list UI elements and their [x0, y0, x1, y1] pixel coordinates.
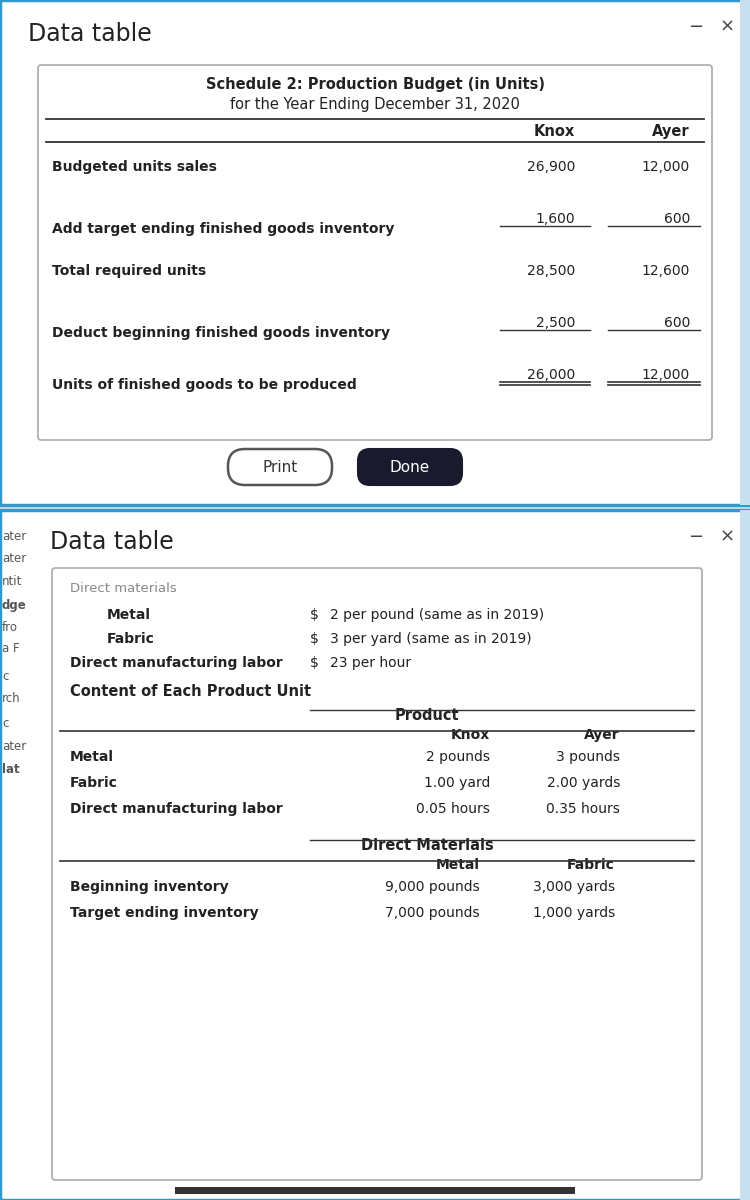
Text: ×: ×: [719, 18, 734, 36]
Text: Direct manufacturing labor: Direct manufacturing labor: [70, 802, 283, 816]
Text: 1,600: 1,600: [536, 212, 575, 226]
Text: Metal: Metal: [70, 750, 114, 764]
Text: Content of Each Product Unit: Content of Each Product Unit: [70, 684, 311, 698]
Text: 1,000 yards: 1,000 yards: [532, 906, 615, 920]
Text: Done: Done: [390, 460, 430, 474]
Text: fro: fro: [2, 622, 18, 634]
Text: 2.00 yards: 2.00 yards: [547, 776, 620, 790]
Text: Ayer: Ayer: [584, 728, 620, 742]
Text: Units of finished goods to be produced: Units of finished goods to be produced: [52, 378, 357, 392]
Text: 0.05 hours: 0.05 hours: [416, 802, 490, 816]
Text: 3,000 yards: 3,000 yards: [532, 880, 615, 894]
Text: Deduct beginning finished goods inventory: Deduct beginning finished goods inventor…: [52, 326, 390, 340]
Bar: [0, 510, 750, 1200]
Bar: [175, 1187, 575, 1194]
Text: rch: rch: [2, 692, 21, 704]
Bar: [0, 0, 750, 505]
Text: Direct manufacturing labor: Direct manufacturing labor: [70, 656, 283, 670]
Text: Data table: Data table: [28, 22, 152, 46]
FancyBboxPatch shape: [52, 568, 702, 1180]
Text: 3 pounds: 3 pounds: [556, 750, 620, 764]
Text: 26,900: 26,900: [526, 160, 575, 174]
Text: 26,000: 26,000: [526, 368, 575, 382]
Text: ×: ×: [719, 528, 734, 546]
Text: Data table: Data table: [50, 530, 174, 554]
Text: Fabric: Fabric: [567, 858, 615, 872]
Text: 600: 600: [664, 316, 690, 330]
Text: Target ending inventory: Target ending inventory: [70, 906, 259, 920]
Text: Print: Print: [262, 460, 298, 474]
Text: $: $: [310, 632, 319, 646]
Text: ntit: ntit: [2, 575, 22, 588]
FancyBboxPatch shape: [38, 65, 712, 440]
Text: 1.00 yard: 1.00 yard: [424, 776, 490, 790]
Text: 12,600: 12,600: [641, 264, 690, 278]
Text: 28,500: 28,500: [526, 264, 575, 278]
Text: Knox: Knox: [451, 728, 490, 742]
Text: Direct Materials: Direct Materials: [361, 838, 494, 853]
Text: Fabric: Fabric: [107, 632, 154, 646]
Text: 23 per hour: 23 per hour: [330, 656, 411, 670]
Text: Add target ending finished goods inventory: Add target ending finished goods invento…: [52, 222, 394, 236]
Text: 600: 600: [664, 212, 690, 226]
Bar: [740, 510, 750, 1200]
Text: Metal: Metal: [107, 608, 151, 622]
Text: Knox: Knox: [534, 124, 575, 139]
Text: ater: ater: [2, 552, 26, 565]
Text: Budgeted units sales: Budgeted units sales: [52, 160, 217, 174]
Text: 12,000: 12,000: [642, 368, 690, 382]
Text: 0.35 hours: 0.35 hours: [546, 802, 620, 816]
Text: a F: a F: [2, 642, 20, 655]
Text: c: c: [2, 670, 8, 683]
Text: ater: ater: [2, 740, 26, 754]
Text: for the Year Ending December 31, 2020: for the Year Ending December 31, 2020: [230, 97, 520, 112]
Text: 9,000 pounds: 9,000 pounds: [386, 880, 480, 894]
Text: 2 per pound (same as in 2019): 2 per pound (same as in 2019): [330, 608, 544, 622]
Text: 3 per yard (same as in 2019): 3 per yard (same as in 2019): [330, 632, 532, 646]
Text: $: $: [310, 608, 319, 622]
Text: 2,500: 2,500: [536, 316, 575, 330]
Text: $: $: [310, 656, 319, 670]
Text: Direct materials: Direct materials: [70, 582, 177, 595]
Bar: [740, 0, 750, 505]
Text: lat: lat: [2, 763, 20, 776]
Text: c: c: [2, 716, 8, 730]
Text: Beginning inventory: Beginning inventory: [70, 880, 229, 894]
Text: 7,000 pounds: 7,000 pounds: [386, 906, 480, 920]
Text: 12,000: 12,000: [642, 160, 690, 174]
Text: −: −: [688, 528, 703, 546]
Text: Total required units: Total required units: [52, 264, 206, 278]
FancyBboxPatch shape: [228, 449, 332, 485]
FancyBboxPatch shape: [358, 449, 462, 485]
Text: Ayer: Ayer: [652, 124, 690, 139]
Text: Metal: Metal: [436, 858, 480, 872]
Text: Fabric: Fabric: [70, 776, 118, 790]
Text: dge: dge: [2, 599, 27, 612]
Text: ater: ater: [2, 530, 26, 542]
Text: 2 pounds: 2 pounds: [426, 750, 490, 764]
Text: −: −: [688, 18, 703, 36]
Text: Schedule 2: Production Budget (in Units): Schedule 2: Production Budget (in Units): [206, 77, 544, 92]
Text: Product: Product: [394, 708, 459, 722]
